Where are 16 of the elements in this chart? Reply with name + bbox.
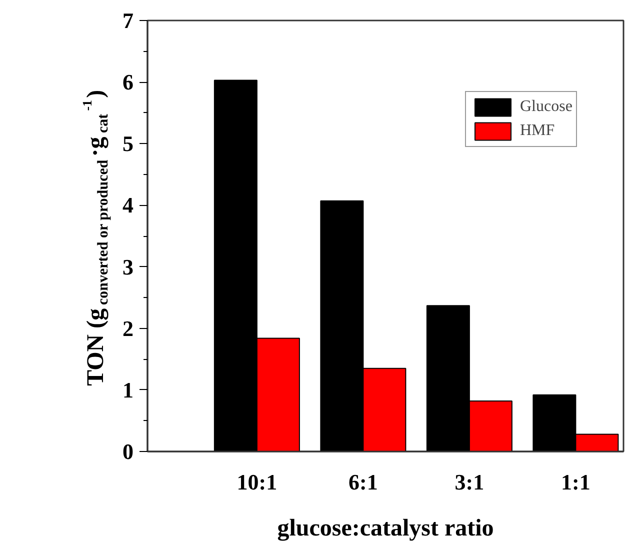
x-tick-label: 3:1 bbox=[454, 470, 484, 494]
x-tick-label: 10:1 bbox=[236, 470, 278, 494]
legend-label: Glucose bbox=[520, 98, 572, 116]
y-tick-label: 0 bbox=[122, 439, 134, 464]
y-tick-label: 5 bbox=[122, 131, 134, 156]
y-tick-label: 3 bbox=[122, 254, 134, 280]
y-tick-label: 4 bbox=[122, 192, 134, 218]
y-tick-label: 7 bbox=[122, 8, 134, 33]
y-tick-label: 2 bbox=[122, 316, 134, 341]
y-tick-label: 6 bbox=[122, 70, 134, 95]
x-tick-label: 6:1 bbox=[348, 470, 378, 494]
y-axis-title: TON (gconverted or produced·gcat-1) bbox=[80, 90, 112, 386]
x-axis-title: glucose:catalyst ratio bbox=[277, 516, 494, 542]
y-tick-label: 1 bbox=[122, 377, 134, 402]
x-tick-label: 1:1 bbox=[561, 470, 590, 494]
legend-label: HMF bbox=[520, 122, 555, 140]
